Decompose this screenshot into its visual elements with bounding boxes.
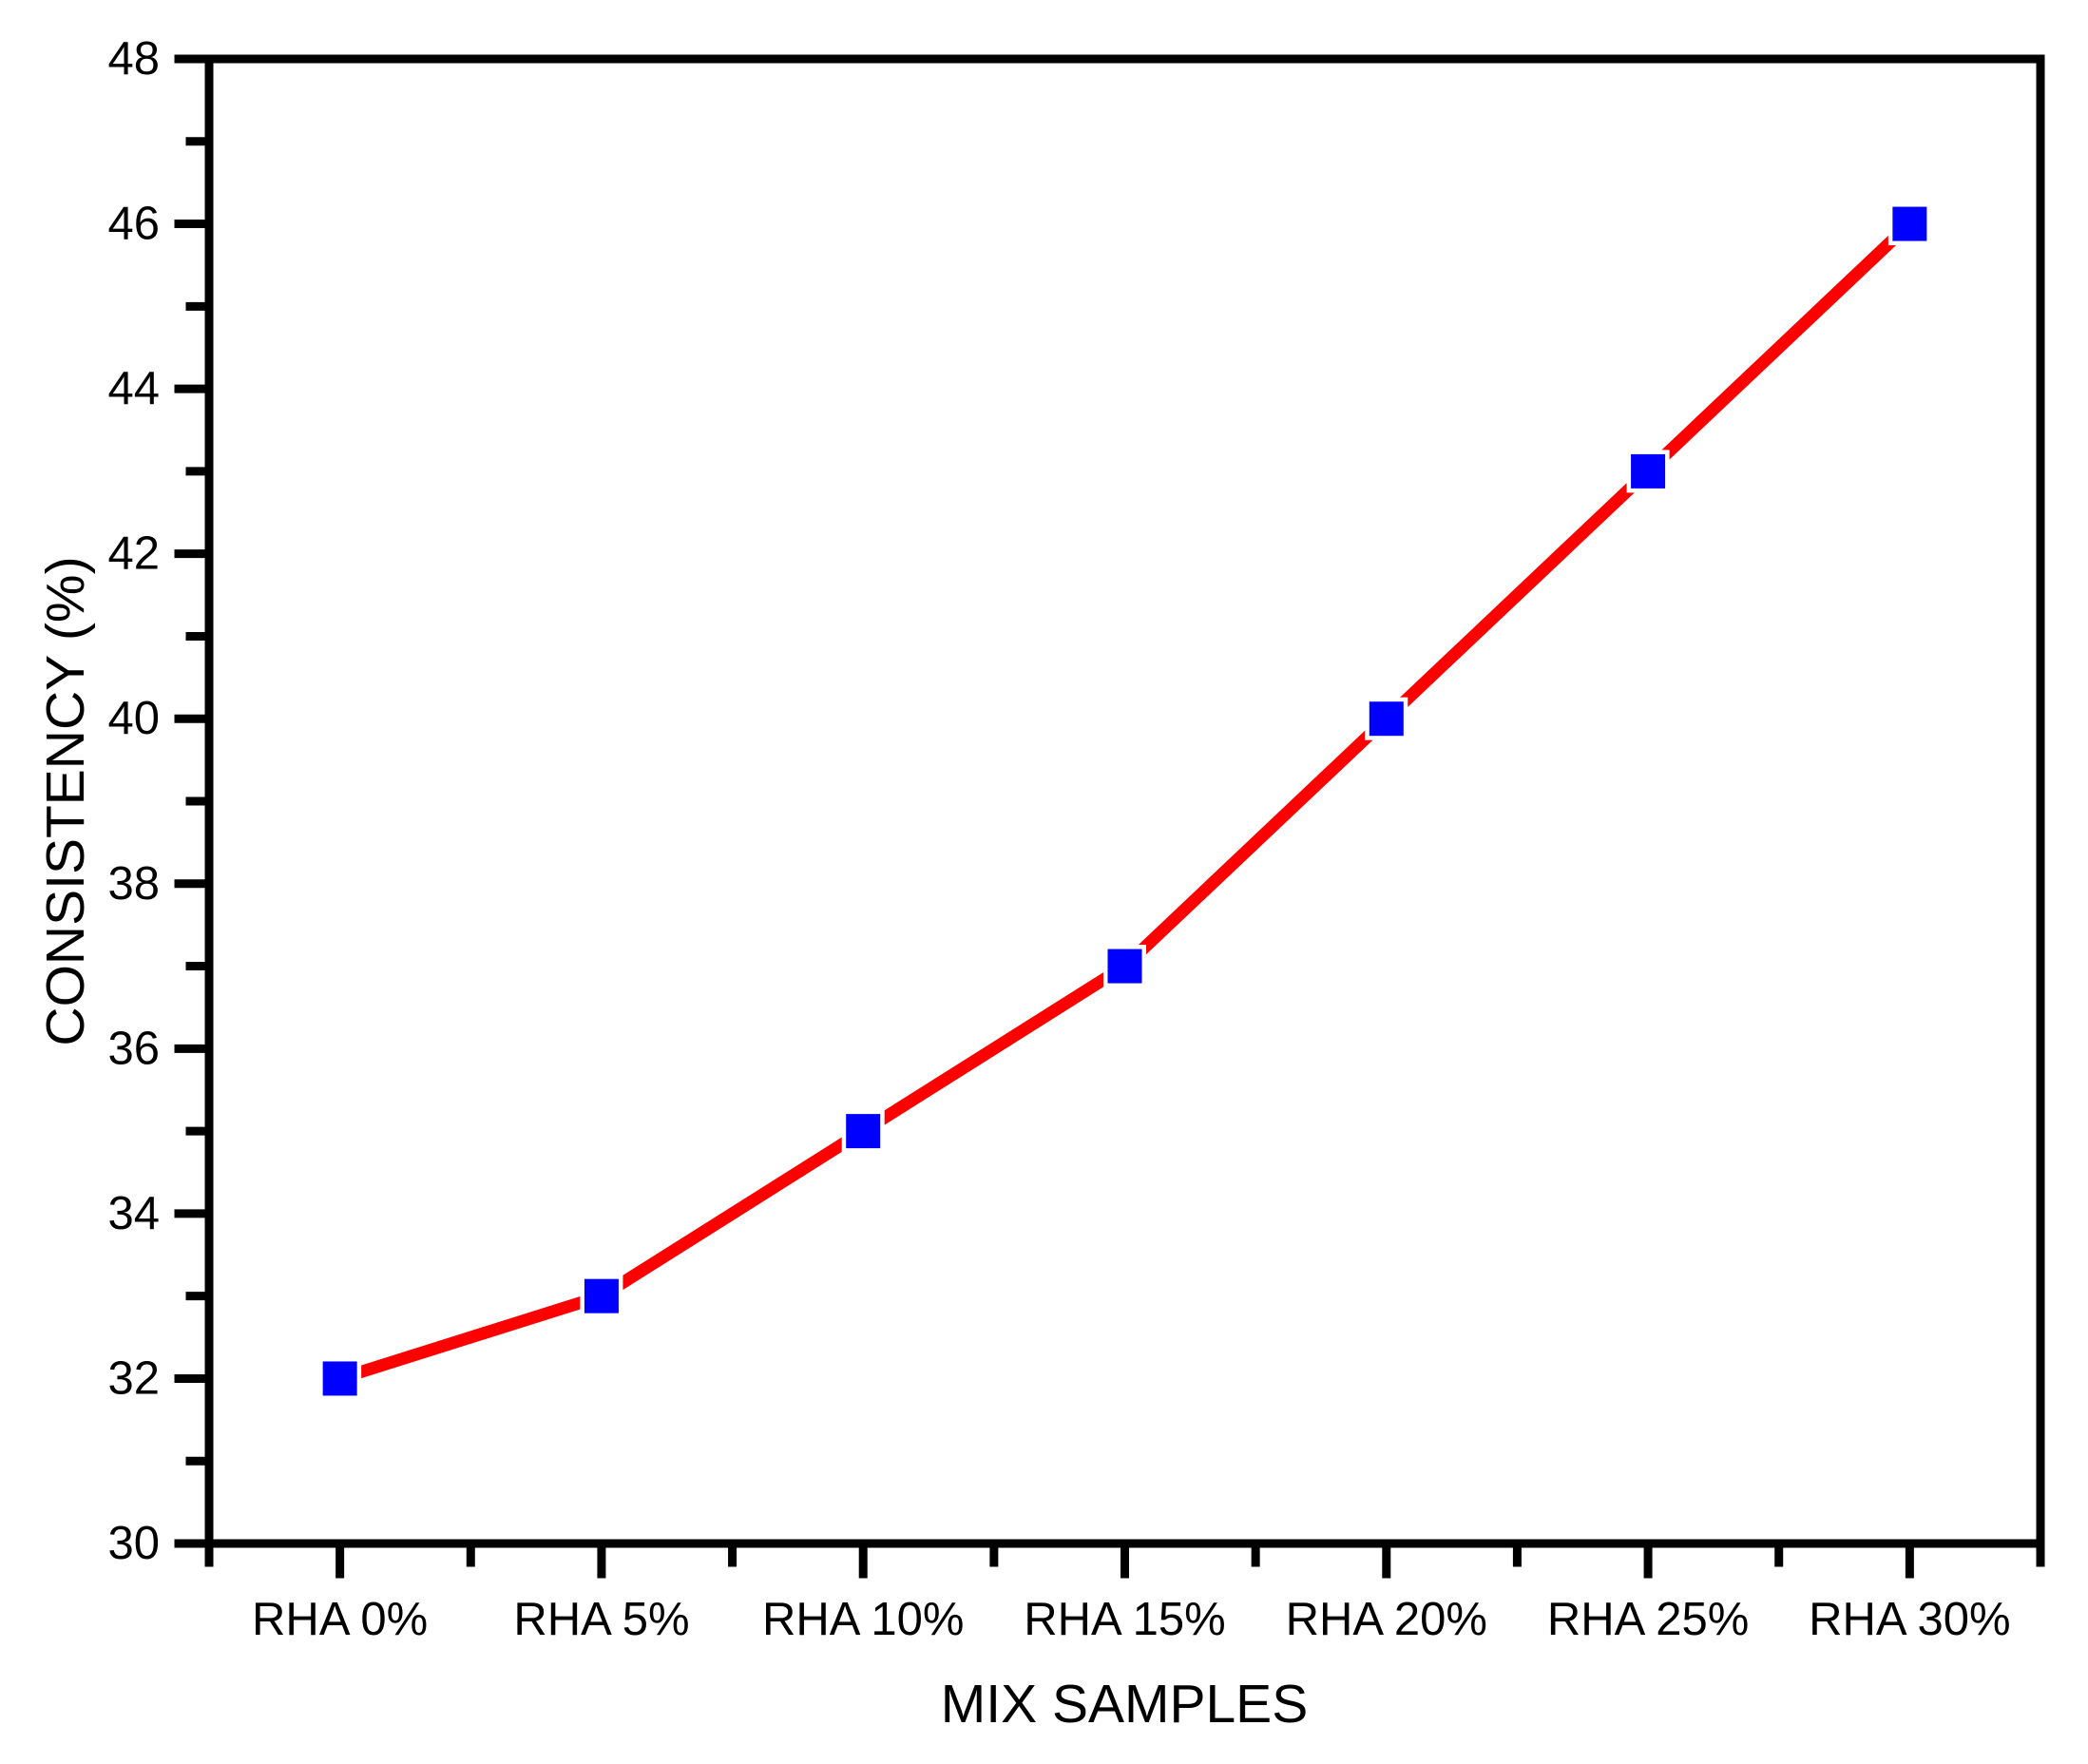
plot-border — [204, 54, 2045, 1548]
y-tick-label: 48 — [107, 33, 160, 85]
y-tick-label: 36 — [107, 1023, 160, 1074]
y-tick-label: 46 — [107, 199, 160, 250]
data-point-marker — [318, 1356, 362, 1400]
data-point-marker — [1103, 945, 1146, 988]
x-tick-label: RHA 15% — [1024, 1594, 1225, 1645]
tick-labels: 30 32 34 36 38 40 42 44 46 48 RHA 0% RHA 5% RHA 10% R… — [107, 33, 2010, 1645]
data-point-marker — [1365, 697, 1408, 740]
data-point-marker — [841, 1109, 885, 1153]
x-tick-label: RHA 30% — [1809, 1594, 2010, 1645]
data-point-marker — [580, 1275, 623, 1318]
x-tick-label: RHA 10% — [762, 1594, 964, 1645]
data-series — [318, 202, 1931, 1400]
axis-ticks — [174, 54, 2045, 1579]
y-axis-title: CONSISTENCY (%) — [35, 556, 96, 1045]
y-tick-label: 34 — [107, 1188, 160, 1239]
x-axis-title: MIX SAMPLES — [941, 1674, 1308, 1735]
x-tick-label: RHA 20% — [1286, 1594, 1487, 1645]
y-tick-label: 44 — [107, 363, 160, 414]
data-point-marker — [1887, 202, 1931, 246]
y-tick-label: 38 — [107, 858, 160, 910]
y-tick-label: 32 — [107, 1352, 160, 1404]
data-point-marker — [1626, 450, 1670, 493]
plot-frame — [204, 54, 2045, 1548]
x-tick-label: RHA 5% — [513, 1594, 689, 1645]
x-tick-label: RHA 25% — [1547, 1594, 1749, 1645]
series-line — [334, 218, 1916, 1385]
y-tick-label: 42 — [107, 528, 160, 580]
y-tick-label: 30 — [107, 1518, 160, 1569]
x-tick-label: RHA 0% — [252, 1594, 428, 1645]
y-tick-label: 40 — [107, 693, 160, 744]
